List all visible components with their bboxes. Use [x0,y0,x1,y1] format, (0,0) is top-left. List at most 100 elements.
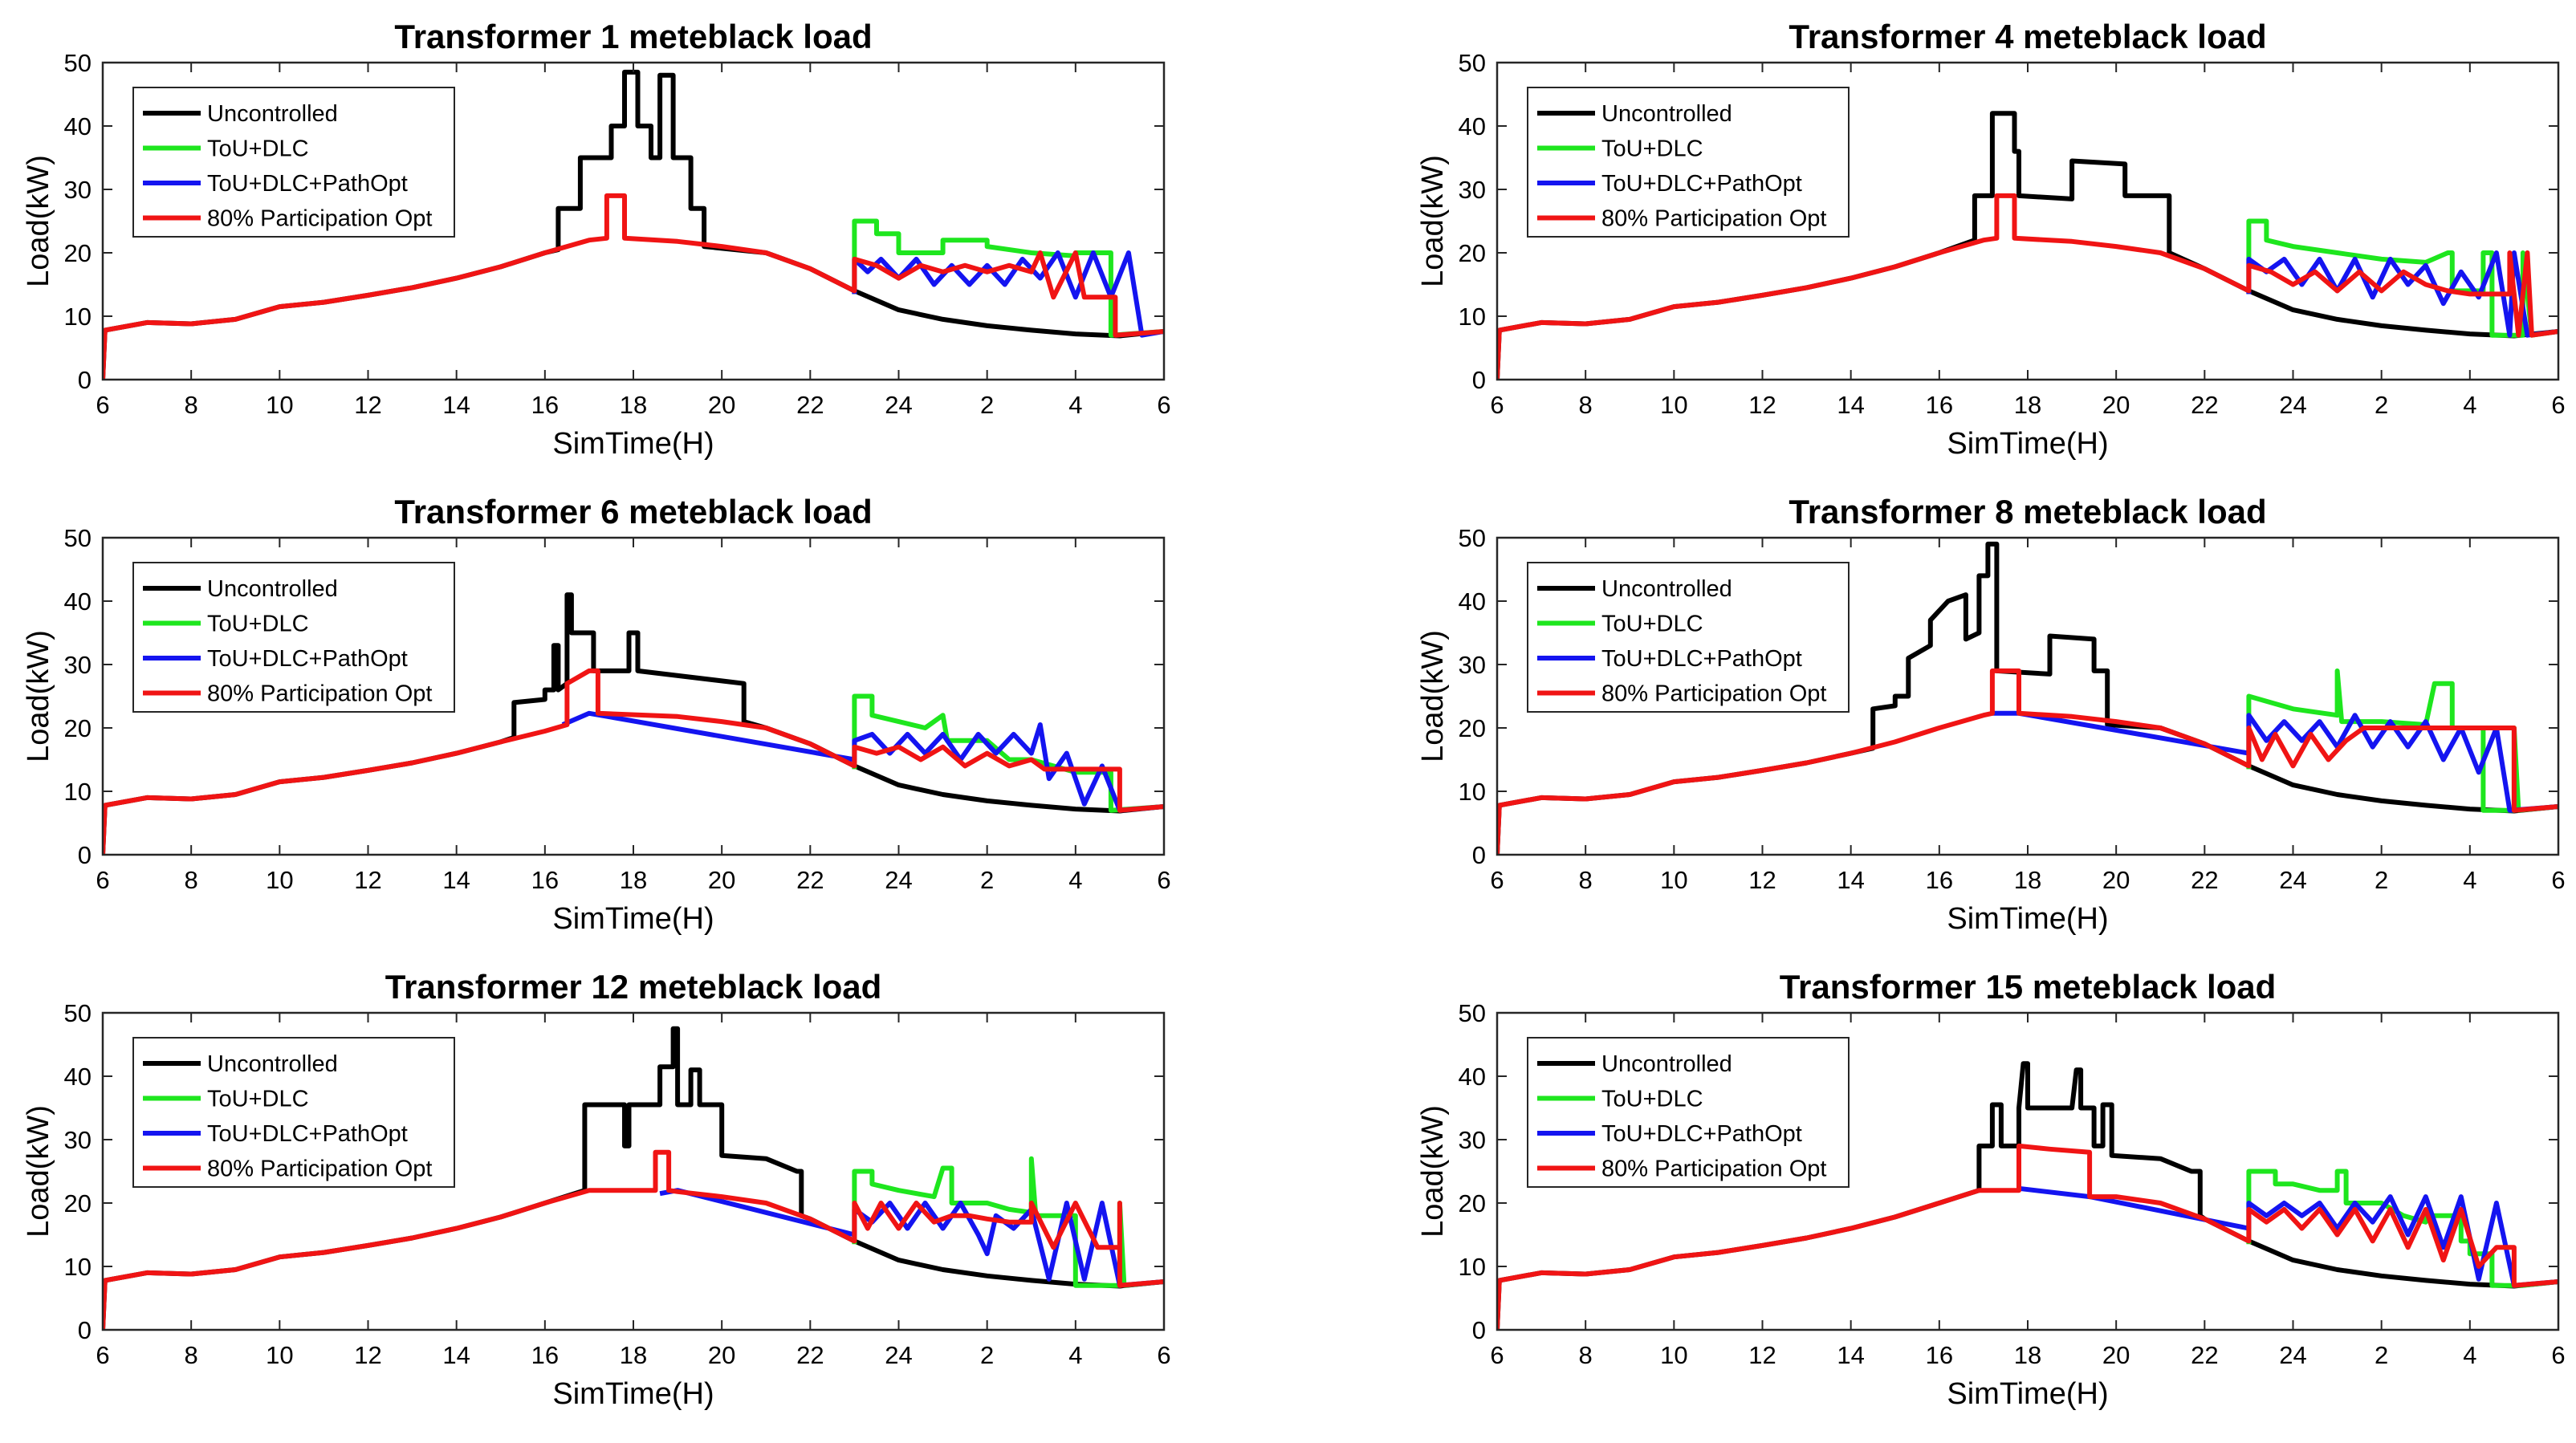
x-tick-label: 16 [531,866,559,894]
x-tick-label: 22 [2191,866,2218,894]
legend-entry-label: 80% Participation Opt [1601,1156,1826,1182]
legend: Uncontrolled ToU+DLC ToU+DLC+PathOpt 80% Pa… [1527,562,1850,713]
x-tick-label: 24 [885,1341,912,1369]
x-axis-label: SimTime(H) [552,427,714,461]
x-tick-label: 20 [2102,391,2130,419]
x-tick-label: 2 [2375,866,2388,894]
legend-entry-label: ToU+DLC [207,1087,309,1112]
y-tick-label: 10 [1459,1253,1486,1281]
x-tick-label: 10 [266,1341,293,1369]
y-tick-label: 30 [64,1126,92,1154]
x-tick-label: 22 [796,1341,824,1369]
x-tick-label: 22 [2191,1341,2218,1369]
y-tick-label: 0 [78,1316,92,1344]
x-tick-label: 8 [185,866,198,894]
chart-title: Transformer 15 meteblack load [1780,968,2277,1006]
chart-title: Transformer 1 meteblack load [394,18,872,55]
y-tick-label: 0 [78,366,92,394]
x-axis-label: SimTime(H) [552,1377,714,1411]
x-tick-label: 6 [1157,1341,1170,1369]
y-tick-label: 20 [1459,714,1486,742]
y-tick-label: 30 [1459,651,1486,679]
x-tick-label: 4 [2463,391,2476,419]
legend-entry-label: Uncontrolled [1601,576,1732,602]
x-tick-label: 24 [2279,866,2306,894]
x-tick-label: 24 [2279,391,2306,419]
series-line-tou-dlc [852,693,1164,813]
x-tick-label: 6 [1157,866,1170,894]
series-line-tou-dlc [2246,218,2558,338]
legend-entry-label: 80% Participation Opt [1601,681,1826,707]
legend-entry-label: ToU+DLC [207,612,309,637]
x-tick-label: 24 [2279,1341,2306,1369]
x-tick-label: 24 [885,391,912,419]
x-axis-label: SimTime(H) [1947,1377,2108,1411]
series-line-80-participation-opt [103,1149,1164,1331]
y-axis-label: Load(kW) [1416,1105,1450,1238]
x-tick-label: 18 [620,391,647,419]
x-tick-label: 4 [1068,1341,1082,1369]
y-tick-label: 30 [1459,176,1486,204]
chart-panel-1: Transformer 1 meteblack load 6 8 10 12 14 16 18… [22,18,1171,461]
y-axis-label: Load(kW) [1416,630,1450,762]
x-tick-label: 2 [980,391,994,419]
series-group [1497,1061,2558,1331]
legend-entry-label: Uncontrolled [207,1051,338,1077]
legend-entry-label: 80% Participation Opt [207,1156,432,1182]
legend: Uncontrolled ToU+DLC ToU+DLC+PathOpt 80% Pa… [1527,1037,1850,1188]
x-tick-label: 12 [1748,866,1776,894]
x-tick-label: 14 [1837,866,1864,894]
x-tick-label: 12 [354,1341,381,1369]
series-line-tou-dlc-pathopt [2018,1185,2558,1288]
x-tick-label: 12 [1748,1341,1776,1369]
legend-entry-label: ToU+DLC+PathOpt [1601,171,1802,197]
x-tick-label: 10 [266,866,293,894]
series-line-80-participation-opt [103,193,1164,380]
legend: Uncontrolled ToU+DLC ToU+DLC+PathOpt 80% Pa… [132,87,455,238]
x-tick-label: 20 [708,1341,735,1369]
chart-title: Transformer 4 meteblack load [1789,18,2266,55]
series-line-80-participation-opt [1497,1143,2558,1331]
legend-entry-label: ToU+DLC [1601,612,1703,637]
y-tick-label: 20 [1459,1189,1486,1217]
x-axis-label: SimTime(H) [552,902,714,936]
series-line-tou-dlc-pathopt [1992,710,2558,813]
x-tick-label: 4 [1068,866,1082,894]
x-tick-label: 24 [885,866,912,894]
chart-title: Transformer 6 meteblack load [394,493,872,530]
y-tick-label: 40 [1459,1063,1486,1091]
series-line-tou-dlc [2246,1169,2558,1288]
y-tick-label: 20 [64,1189,92,1217]
y-tick-label: 40 [64,1063,92,1091]
legend: Uncontrolled ToU+DLC ToU+DLC+PathOpt 80% Pa… [1527,87,1850,238]
y-tick-label: 50 [64,49,92,77]
y-tick-label: 30 [64,176,92,204]
series-line-tou-dlc-pathopt [659,1188,1164,1288]
chart-title: Transformer 8 meteblack load [1789,493,2266,530]
legend-entry-label: ToU+DLC+PathOpt [1601,646,1802,672]
y-tick-label: 40 [1459,112,1486,140]
chart-panel-5: Transformer 12 meteblack load 6 8 10 12 14 16 1… [22,968,1171,1411]
x-tick-label: 20 [2102,1341,2130,1369]
series-group [103,1026,1164,1331]
legend-entry-label: ToU+DLC+PathOpt [207,171,408,197]
x-tick-label: 6 [1157,391,1170,419]
legend-entry-label: ToU+DLC [1601,136,1703,162]
x-tick-label: 2 [980,1341,994,1369]
y-tick-label: 40 [1459,587,1486,616]
y-tick-label: 10 [64,778,92,806]
chart-panel-3: Transformer 6 meteblack load 6 8 10 12 14 16 18… [22,493,1171,936]
legend-entry-label: ToU+DLC [1601,1087,1703,1112]
series-line-tou-dlc-pathopt [852,250,1164,338]
x-tick-label: 16 [1926,866,1953,894]
chart-title: Transformer 12 meteblack load [385,968,882,1006]
x-tick-label: 2 [2375,1341,2388,1369]
legend: Uncontrolled ToU+DLC ToU+DLC+PathOpt 80% Pa… [132,562,455,713]
legend-entry-label: ToU+DLC [207,136,309,162]
x-tick-label: 20 [708,866,735,894]
x-tick-label: 8 [1579,1341,1593,1369]
y-tick-label: 50 [64,524,92,552]
x-tick-label: 6 [2551,866,2565,894]
y-tick-label: 0 [1472,841,1486,869]
